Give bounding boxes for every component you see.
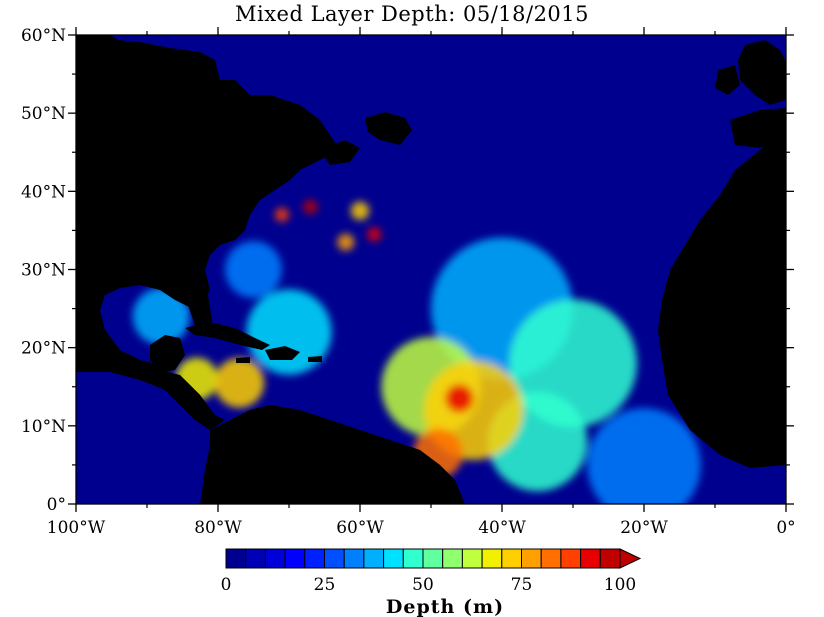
colorbar-swatch	[402, 548, 424, 569]
land-mass-layer	[76, 35, 786, 504]
colorbar-swatch	[363, 548, 385, 569]
lon-tick-label: 0°	[776, 518, 795, 538]
land-africa	[658, 130, 786, 468]
lon-tick-label: 40°W	[478, 518, 526, 538]
map-title: Mixed Layer Depth: 05/18/2015	[234, 2, 590, 26]
colorbar-swatch	[383, 548, 404, 569]
depth-hotspot	[132, 288, 190, 345]
longitude-axis: 100°W 80°W 60°W 40°W 20°W 0°	[47, 27, 796, 538]
colorbar-tick-label: 0	[221, 575, 232, 595]
lat-tick-label: 60°N	[21, 26, 66, 46]
land-newfoundland	[365, 112, 412, 145]
depth-hotspot	[225, 241, 282, 298]
depth-hotspot	[587, 408, 701, 504]
colorbar-swatch	[521, 548, 542, 569]
colorbar-swatch	[304, 548, 325, 569]
colorbar-swatch	[264, 548, 286, 569]
depth-hotspot	[303, 199, 318, 215]
colorbar-extend-arrow	[619, 548, 642, 569]
colorbar-swatch	[284, 548, 306, 569]
colorbar: 0 25 50 75 100 Depth (m)	[221, 548, 642, 617]
land-yucatan	[150, 335, 185, 372]
map-plot-area: 60°N 50°N 40°N 30°N 20°N 10°N 0° 100°W 80°W 60°W…	[21, 26, 796, 538]
depth-hotspot	[214, 357, 265, 408]
colorbar-title: Depth (m)	[386, 596, 504, 617]
colorbar-swatch	[324, 548, 345, 569]
colorbar-swatch	[461, 548, 483, 569]
colorbar-swatch	[560, 548, 582, 569]
land-british-isles	[738, 40, 786, 105]
colorbar-swatch	[245, 548, 266, 569]
depth-hotspot	[445, 384, 474, 413]
land-jamaica	[236, 357, 250, 363]
land-hispaniola	[265, 346, 300, 360]
colorbar-swatch	[540, 548, 562, 569]
lat-tick-label: 0°	[47, 495, 66, 515]
land-iberia	[730, 108, 786, 148]
depth-hotspot	[337, 233, 355, 251]
colorbar-tick-label: 50	[412, 575, 434, 595]
colorbar-tick-label: 100	[604, 575, 636, 595]
colorbar-swatch	[225, 548, 247, 569]
land-florida	[180, 282, 212, 335]
colorbar-swatch	[422, 548, 444, 569]
colorbar-tick-label: 25	[314, 575, 336, 595]
land-puerto-rico	[308, 356, 322, 362]
lon-tick-label: 20°W	[620, 518, 668, 538]
lat-tick-label: 40°N	[21, 182, 66, 202]
colorbar-swatch	[481, 548, 503, 569]
colorbar-swatch	[343, 548, 365, 569]
depth-hotspot	[367, 227, 382, 242]
lat-tick-label: 30°N	[21, 261, 66, 281]
colorbar-swatches	[225, 548, 642, 569]
lon-tick-label: 60°W	[336, 518, 384, 538]
lat-tick-label: 10°N	[21, 417, 66, 437]
depth-hotspot	[350, 201, 370, 221]
latitude-axis: 60°N 50°N 40°N 30°N 20°N 10°N 0°	[21, 26, 794, 515]
colorbar-labels: 0 25 50 75 100	[221, 575, 637, 595]
lon-tick-label: 80°W	[194, 518, 242, 538]
lon-tick-label: 100°W	[47, 518, 106, 538]
land-nova-scotia	[320, 140, 360, 165]
colorbar-swatch	[599, 548, 621, 569]
lat-tick-label: 50°N	[21, 104, 66, 124]
land-north-america	[76, 35, 340, 420]
colorbar-swatch	[501, 548, 522, 569]
land-central-america	[160, 370, 225, 430]
lat-tick-label: 20°N	[21, 339, 66, 359]
land-ireland	[715, 65, 740, 95]
colorbar-swatch	[580, 548, 601, 569]
land-cuba	[185, 322, 270, 350]
colorbar-tick-label: 75	[511, 575, 533, 595]
colorbar-swatch	[442, 548, 463, 569]
depth-hotspot	[274, 207, 289, 222]
land-south-america	[200, 405, 465, 504]
